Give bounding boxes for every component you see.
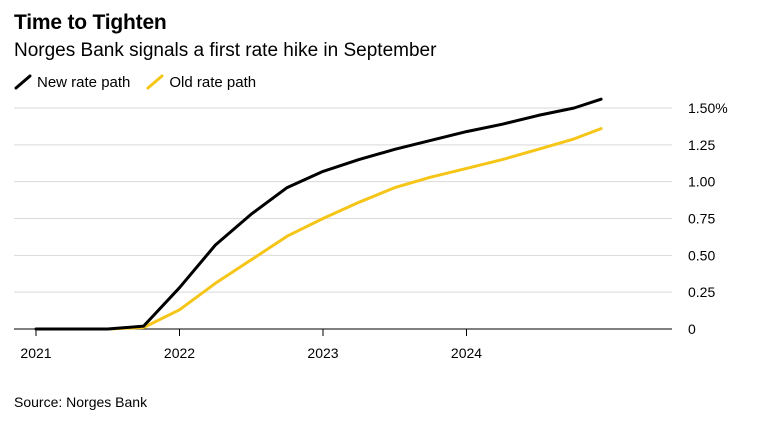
y-tick-label-5: 1.25 <box>688 137 715 153</box>
chart-title: Time to Tighten <box>14 11 167 34</box>
legend-swatch-new-line <box>14 74 32 90</box>
y-tick-label-4: 1.00 <box>688 174 715 190</box>
x-tick-label-2: 2023 <box>307 345 338 361</box>
series-lines <box>34 97 603 331</box>
legend-swatch-new <box>14 74 32 90</box>
legend-swatch-old-line <box>146 74 164 90</box>
series-line-new-rate-path <box>34 97 603 331</box>
x-tick-label-3: 2024 <box>451 345 482 361</box>
x-tick-label-0: 2021 <box>20 345 51 361</box>
legend-item-new: New rate path <box>14 74 130 91</box>
legend-swatch-old <box>146 74 164 90</box>
gridlines <box>14 107 672 293</box>
y-tick-label-0: 0 <box>688 321 696 337</box>
y-tick-label-6: 1.50% <box>688 100 728 116</box>
source-note: Source: Norges Bank <box>14 394 148 410</box>
y-tick-label-2: 0.50 <box>688 247 715 263</box>
legend-label-new: New rate path <box>37 73 131 91</box>
y-tick-label-1: 0.25 <box>688 284 715 300</box>
chart-subtitle: Norges Bank signals a first rate hike in… <box>14 40 437 61</box>
x-axis-labels: 2021 2022 2023 2024 <box>20 345 482 361</box>
legend-item-old: Old rate path <box>146 74 256 91</box>
chart-legend: New rate path Old rate path <box>14 71 272 93</box>
legend-label-old: Old rate path <box>169 73 257 91</box>
x-tick-label-1: 2022 <box>164 345 195 361</box>
y-tick-label-3: 0.75 <box>688 211 715 227</box>
series-line-old-rate-path <box>34 127 603 331</box>
y-axis-labels: 0 0.25 0.50 0.75 1.00 1.25 1.50% <box>688 100 728 337</box>
